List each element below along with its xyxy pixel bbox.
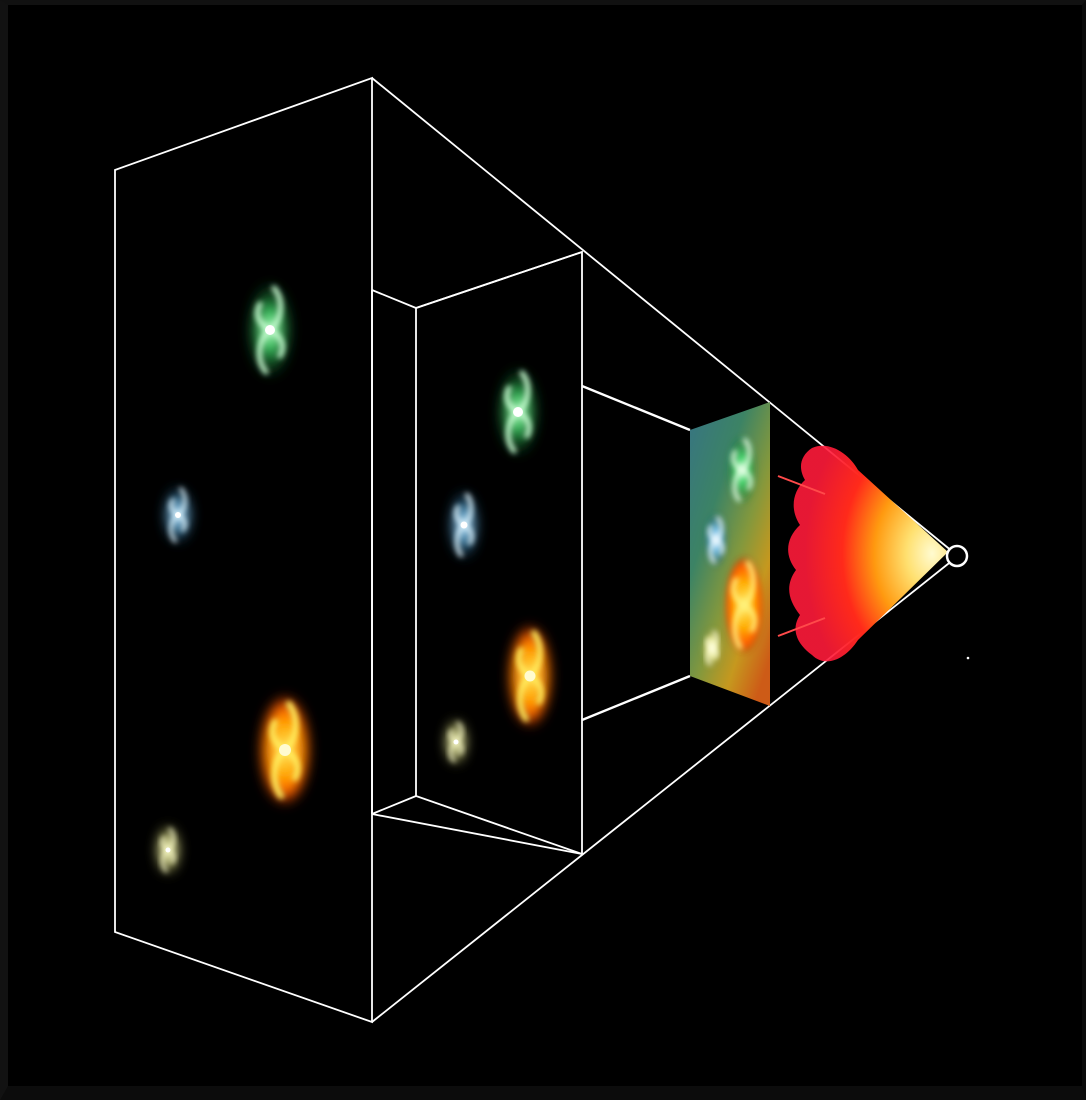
middle-frame-bottom-link [371, 795, 417, 815]
spiral-galaxy-icon [508, 624, 552, 728]
cone-outline [114, 76, 959, 1024]
panel-link-top [581, 384, 691, 432]
panel-link-bottom [581, 674, 691, 722]
middle-frame-top-back [415, 251, 583, 309]
spiral-galaxy-icon [726, 434, 758, 506]
near-panel [690, 402, 770, 706]
spiral-galaxy-icon [246, 280, 294, 380]
spiral-galaxy-icon [155, 824, 181, 876]
far-frame-galaxies [155, 280, 311, 876]
observer-dot-icon [945, 544, 969, 568]
spiral-galaxy-icon [702, 628, 722, 668]
spiral-galaxy-icon [724, 555, 764, 655]
middle-frame-galaxies [444, 366, 552, 766]
spiral-galaxy-icon [496, 366, 540, 458]
spiral-galaxy-icon [259, 694, 311, 806]
cone-glow [777, 445, 948, 662]
middle-frame-bottom-run [371, 813, 583, 855]
spiral-galaxy-icon [448, 489, 480, 561]
middle-frame-top-link [371, 289, 417, 309]
spiral-galaxy-icon [162, 485, 194, 545]
spiral-galaxy-icon [704, 512, 728, 568]
spiral-galaxy-icon [444, 718, 468, 766]
